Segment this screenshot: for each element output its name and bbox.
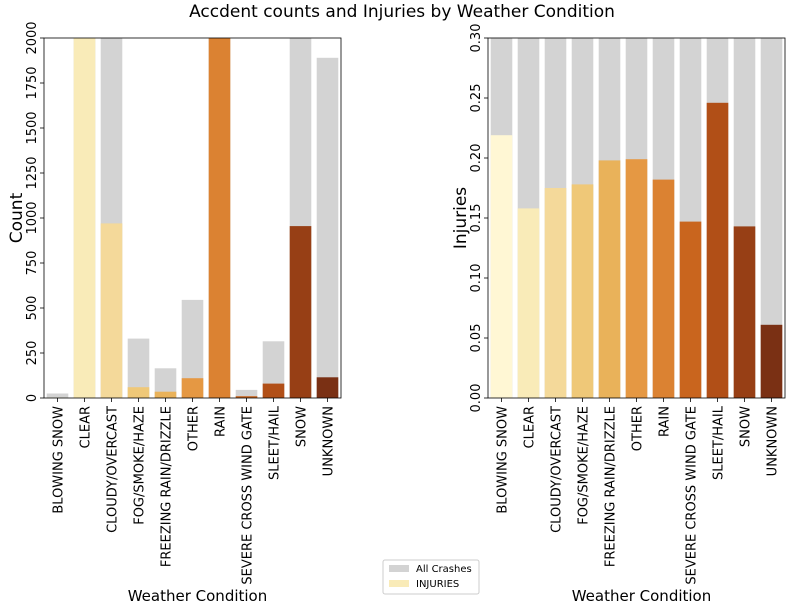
legend-swatch <box>389 565 409 572</box>
x-tick-label: RAIN <box>658 406 673 437</box>
x-tick-label: OTHER <box>187 406 202 451</box>
bar-all-crashes <box>46 393 69 398</box>
bar-injuries <box>652 179 675 398</box>
bar-injuries <box>73 38 96 398</box>
x-tick-label: FREEZING RAIN/DRIZZLE <box>604 406 619 567</box>
bar-injuries <box>733 226 756 398</box>
x-tick-label: SLEET/HAIL <box>268 405 283 480</box>
x-tick-label: SLEET/HAIL <box>712 405 727 480</box>
bar-all-crashes <box>235 389 258 398</box>
x-tick-label: SEVERE CROSS WIND GATE <box>241 406 256 585</box>
bar-injuries <box>625 159 648 398</box>
y-axis-title: Count <box>7 192 27 243</box>
x-tick-label: OTHER <box>631 406 646 451</box>
y-tick-label: 1250 <box>25 156 40 189</box>
bar-injuries <box>544 188 567 398</box>
legend-label: INJURIES <box>416 579 459 590</box>
y-tick-label: 0.05 <box>469 324 484 353</box>
right-panel-injuries: 0.00 0.05 0.10 0.15 0.20 0.25 0.30 BLOWING SNOW… <box>451 24 786 605</box>
x-tick-label: CLOUDY/OVERCAST <box>106 406 121 533</box>
x-tick-label: FOG/SMOKE/HAZE <box>577 406 592 525</box>
bar-injuries <box>679 221 702 398</box>
bar-injuries <box>706 102 729 399</box>
x-tick-label: CLEAR <box>523 406 538 448</box>
y-axis-title: Injuries <box>451 187 471 249</box>
y-tick-label: 0.15 <box>469 204 484 233</box>
y-tick-label: 0.10 <box>469 264 484 293</box>
x-tick-label: SNOW <box>739 406 754 447</box>
y-tick-label: 1750 <box>25 66 40 99</box>
bar-injuries <box>262 383 285 398</box>
y-tick-label: 750 <box>25 251 40 276</box>
bar-injuries <box>127 387 150 398</box>
x-tick-label: SEVERE CROSS WIND GATE <box>685 406 700 585</box>
bar-injuries <box>490 135 513 398</box>
bar-injuries <box>571 184 594 398</box>
x-tick-label: FOG/SMOKE/HAZE <box>133 406 148 525</box>
y-tick-label: 0.20 <box>469 144 484 173</box>
x-tick-label: BLOWING SNOW <box>496 406 511 514</box>
y-tick-label: 500 <box>25 296 40 321</box>
bar-injuries <box>289 226 312 398</box>
y-tick-label: 250 <box>25 341 40 366</box>
y-tick-label: 0.25 <box>469 84 484 113</box>
bar-all-crashes <box>181 299 204 398</box>
x-axis-title: Weather Condition <box>128 587 268 605</box>
bar-injuries <box>154 391 177 398</box>
bar-all-crashes <box>127 338 150 398</box>
bar-injuries <box>181 378 204 398</box>
x-tick-label: SNOW <box>295 406 310 447</box>
y-tick-label: 1000 <box>25 201 40 234</box>
x-tick-label: CLEAR <box>79 406 94 448</box>
y-tick-label: 0 <box>25 394 40 402</box>
bar-injuries <box>100 223 123 398</box>
chart-title: Accdent counts and Injuries by Weather C… <box>189 2 615 22</box>
x-tick-label: RAIN <box>214 406 229 437</box>
x-tick-label: CLOUDY/OVERCAST <box>550 406 565 533</box>
x-tick-label: UNKNOWN <box>766 406 781 476</box>
y-tick-label: 2000 <box>25 21 40 54</box>
legend-swatch <box>389 580 409 587</box>
bar-injuries <box>235 396 258 398</box>
bar-injuries <box>598 160 621 398</box>
legend-label: All Crashes <box>416 564 472 575</box>
y-tick-label: 0.00 <box>469 384 484 413</box>
bar-injuries <box>517 208 540 398</box>
y-tick-label: 1500 <box>25 111 40 144</box>
bar-all-crashes <box>154 368 177 398</box>
bar-injuries <box>316 377 339 398</box>
left-panel-count: 0 250 500 750 1000 1250 1500 1750 2000 BLOWING SN… <box>7 21 342 605</box>
bar-injuries <box>760 324 783 398</box>
x-tick-label: BLOWING SNOW <box>52 406 67 514</box>
x-axis-title: Weather Condition <box>572 587 712 605</box>
bar-injuries <box>208 38 231 398</box>
bar-all-crashes <box>760 38 783 398</box>
legend: All Crashes INJURIES <box>382 559 480 595</box>
y-tick-label: 0.30 <box>469 24 484 53</box>
x-tick-label: FREEZING RAIN/DRIZZLE <box>160 406 175 567</box>
x-tick-label: UNKNOWN <box>322 406 337 476</box>
bar-all-crashes <box>316 57 339 399</box>
